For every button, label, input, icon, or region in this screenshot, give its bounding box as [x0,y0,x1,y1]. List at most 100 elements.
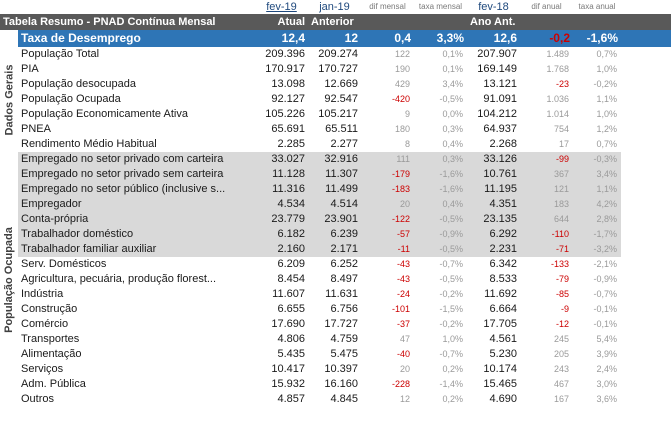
val-dif-mensal: -179 [361,167,414,182]
val-atual: 8.454 [277,273,305,285]
val-ano-ant: 11.195 [467,182,520,197]
val-dif-mensal: -101 [391,304,410,314]
row-tail-cell [621,347,671,362]
table-row: Serv. Domésticos 6.209 6.252 -43 -0,7% 6.342 -… [0,257,671,272]
val-dif-mensal: 429 [394,79,410,89]
val-taxa-mensal: -0,7% [439,349,463,359]
val-anterior: 65.511 [325,123,358,135]
val-atual: 4.857 [277,393,305,405]
table-row: Agricultura, pecuária, produção florest.… [0,272,671,287]
val-anterior: 209.274 [318,48,358,60]
val-taxa-anual: -3,2% [573,242,621,257]
val-ano-ant: 23.135 [467,212,520,227]
val-ano-ant: 15.465 [483,378,517,390]
val-ano-ant: 64.937 [483,123,517,135]
val-taxa-anual: -0,9% [593,274,617,284]
val-taxa-anual: -0,1% [593,319,617,329]
val-atual: 2.160 [255,242,308,257]
val-dif-mensal: 20 [361,197,414,212]
val-taxa-mensal: -0,5% [414,212,467,227]
row-label: Serviços [21,363,64,375]
row-label: Outros [21,393,55,405]
val-taxa-mensal: -1,5% [439,304,463,314]
row-label: Conta-própria [18,212,255,227]
val-dif-mensal: 47 [399,334,410,344]
row-tail-cell [621,47,671,62]
column-title-row: Tabela Resumo - PNAD Contínua Mensal Atu… [0,14,671,30]
row-tail-cell [621,122,671,137]
val-taxa-mensal: 0,0% [442,109,463,119]
group-label-populacao-ocupada: População Ocupada [0,152,18,407]
val-taxa-mensal: 0,4% [442,139,463,149]
row-tail-cell [621,392,671,407]
val-dif-anual: 1.489 [546,49,569,59]
row-tail-cell [621,242,671,257]
val-anterior: 4.759 [330,333,358,345]
val-ano-ant: 6.292 [467,227,520,242]
val-dif-anual: 243 [553,364,569,374]
val-taxa-mensal: -0,2% [439,289,463,299]
row-label: Agricultura, pecuária, produção florest.… [21,273,217,285]
val-dif-mensal: 190 [394,64,410,74]
val-dif-mensal: -11 [361,242,414,257]
val-dif-anual: 205 [553,349,569,359]
val-ano-ant: 2.268 [489,138,517,150]
val-dif-mensal: -37 [396,319,410,329]
row-label: Serv. Domésticos [21,258,107,270]
val-taxa-anual: 3,4% [573,167,621,182]
table-row: Trabalhador doméstico 6.182 6.239 -57 -0,9% 6… [0,227,671,242]
val-dif-anual: -110 [520,227,573,242]
row-tail-cell [621,302,671,317]
table-row: Alimentação 5.435 5.475 -40 -0,7% 5.230 205 3,9… [0,347,671,362]
table-row: Conta-própria 23.779 23.901 -122 -0,5% 23.135… [0,212,671,227]
val-taxa-mensal: -1,6% [414,167,467,182]
table-row: Adm. Pública 15.932 16.160 -228 -1,4% 15.465 4… [0,377,671,392]
val-anterior: 6.252 [330,258,358,270]
val-ano-ant: 33.126 [467,152,520,167]
val-ano-ant: 91.091 [483,93,517,105]
val-atual: 4.806 [277,333,305,345]
val-anterior: 105.217 [318,108,358,120]
row-label: Alimentação [21,348,82,360]
row-label: Transportes [21,333,80,345]
val-ano-ant: 10.174 [483,363,517,375]
val-anterior: 2.171 [308,242,361,257]
val-taxa-mensal: 3,4% [442,79,463,89]
col-ano-ant: Ano Ant. [467,14,621,30]
val-dif-mensal: 12 [399,394,410,404]
val-dif-anual: 1.768 [546,64,569,74]
val-atual: 6.209 [277,258,305,270]
val-dif-anual: 1.014 [546,109,569,119]
row-label: Construção [21,303,78,315]
val-atual: 6.182 [255,227,308,242]
val-taxa-anual: 0,7% [596,139,617,149]
row-tail-cell [621,167,671,182]
row-tail-cell [621,92,671,107]
val-ano-ant: 11.692 [484,288,517,300]
val-anterior: 17.727 [324,318,358,330]
table-row: PIA 170.917 170.727 190 0,1% 169.149 1.768 1,0% [0,62,671,77]
val-taxa-anual: 5,4% [596,334,617,344]
row-label: Adm. Pública [21,378,86,390]
val-taxa-anual: -0,2% [593,79,617,89]
table-row: Empregado no setor privado com carteira 3… [0,152,671,167]
val-anterior: 170.727 [318,63,358,75]
val-anterior: 4.514 [308,197,361,212]
val-anterior: 6.756 [330,303,358,315]
summary-table: fev-19 jan-19 dif mensal taxa mensal fev… [0,1,671,407]
val-taxa-mensal: -1,4% [439,379,463,389]
row-tail-cell [621,77,671,92]
val-dif-anual: -23 [555,79,569,89]
row-tail-cell [621,137,671,152]
val-atual: 170.917 [265,63,305,75]
highlight-label: Taxa de Desemprego [18,30,255,47]
val-dif-mensal: -57 [361,227,414,242]
val-dif-anual: 644 [520,212,573,227]
val-atual: 33.027 [255,152,308,167]
val-anterior: 11.631 [325,288,358,300]
val-dif-mensal: 180 [394,124,410,134]
val-anterior: 2.277 [330,138,358,150]
row-label: População Economicamente Ativa [21,108,188,120]
val-taxa-anual: 2,4% [596,364,617,374]
val-anterior: 92.547 [324,93,358,105]
